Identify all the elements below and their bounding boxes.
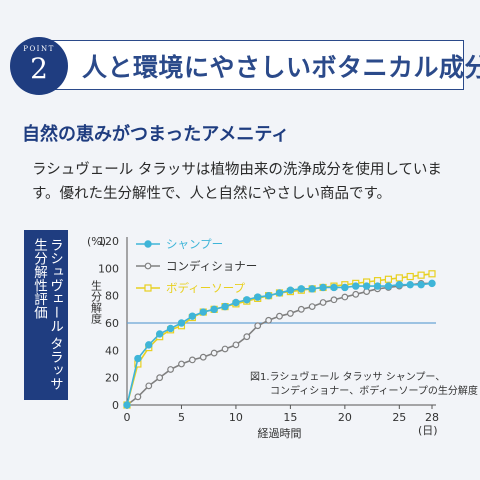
- caption-line2: コンディショナー、ボディーソープの生分解度: [270, 386, 478, 397]
- y-tick-label: 100: [98, 262, 119, 275]
- page-title: 人と環境にやさしいボタニカル成分: [82, 53, 480, 82]
- data-point-2: [286, 310, 294, 317]
- legend-marker-1: [144, 240, 152, 248]
- data-point-2: [254, 322, 262, 330]
- data-point-1: [188, 312, 197, 320]
- data-point-2: [276, 312, 283, 320]
- data-point-1: [428, 279, 436, 288]
- data-point-2: [265, 316, 273, 324]
- data-point-1: [319, 283, 327, 292]
- data-point-3: [384, 275, 393, 283]
- y-tick-label: 0: [112, 399, 119, 412]
- description-text: ラシュヴェール タラッサは植物由来の洗浄成分を使用しています。優れた生分解性で、…: [32, 162, 442, 202]
- data-point-1: [297, 285, 305, 293]
- data-point-1: [155, 330, 164, 338]
- figure-caption: 図1.ラシュヴェール タラッサ シャンプー、 コンディショナー、ボディーソープの…: [250, 371, 478, 399]
- data-point-1: [232, 298, 240, 307]
- data-point-2: [210, 349, 218, 357]
- legend-marker-2: [144, 262, 152, 270]
- data-point-2: [167, 366, 174, 373]
- data-point-1: [254, 293, 262, 301]
- data-point-2: [156, 374, 164, 382]
- x-tick-label: 20: [338, 411, 352, 424]
- legend-label-2: コンディショナー: [166, 259, 257, 273]
- data-point-3: [406, 272, 414, 281]
- point-label: POINT: [23, 45, 55, 53]
- legend-marker-3: [144, 284, 152, 292]
- legend-label-3: ボディーソープ: [166, 281, 246, 295]
- data-point-2: [297, 305, 305, 313]
- data-point-2: [188, 356, 196, 364]
- x-tick-label: 0: [124, 411, 131, 424]
- data-point-2: [221, 345, 229, 353]
- data-point-1: [406, 281, 414, 289]
- y-axis-label: 生分解度: [90, 279, 103, 325]
- legend-label-1: シャンプー: [166, 237, 223, 251]
- caption-line1: 図1.ラシュヴェール タラッサ シャンプー、: [250, 372, 446, 383]
- data-point-1: [221, 302, 229, 311]
- data-point-2: [145, 382, 153, 390]
- x-tick-label: 28: [425, 411, 439, 424]
- data-point-2: [352, 290, 360, 298]
- data-point-2: [308, 303, 316, 311]
- x-unit-label: (日): [418, 424, 438, 437]
- data-point-1: [341, 283, 349, 292]
- data-point-3: [428, 270, 436, 278]
- data-point-2: [178, 360, 185, 368]
- data-point-1: [123, 401, 131, 409]
- data-point-1: [177, 319, 186, 327]
- data-point-1: [384, 282, 393, 290]
- y-tick-label: 40: [105, 344, 119, 357]
- data-point-1: [134, 354, 142, 363]
- data-point-1: [395, 281, 404, 289]
- side-label-box: ラシュヴェール タラッサ 生分解性評価: [24, 230, 68, 400]
- data-point-1: [275, 289, 284, 297]
- data-point-1: [166, 324, 175, 333]
- y-tick-label: 120: [98, 235, 119, 248]
- data-point-1: [352, 282, 360, 290]
- data-point-1: [199, 308, 207, 316]
- data-point-1: [373, 282, 382, 290]
- data-point-1: [362, 282, 371, 290]
- data-point-1: [243, 296, 251, 304]
- point-badge: POINT 2: [10, 37, 68, 95]
- section-subtitle: 自然の恵みがつまったアメニティ: [22, 124, 290, 145]
- y-tick-label: 20: [105, 372, 119, 385]
- data-point-1: [264, 291, 273, 300]
- y-tick-label: 60: [105, 317, 119, 330]
- data-point-2: [134, 393, 142, 401]
- x-tick-label: 5: [178, 411, 185, 424]
- data-point-1: [145, 341, 153, 349]
- data-point-2: [232, 341, 240, 349]
- y-tick-label: 80: [105, 290, 119, 303]
- side-label-line1: ラシュヴェール タラッサ: [47, 238, 63, 391]
- data-point-2: [319, 299, 327, 306]
- data-point-2: [330, 296, 338, 304]
- data-point-1: [286, 286, 295, 294]
- x-tick-label: 15: [283, 411, 297, 424]
- data-point-2: [199, 353, 207, 361]
- header-banner: [40, 40, 464, 90]
- data-point-2: [341, 293, 349, 301]
- data-point-2: [243, 333, 251, 341]
- data-point-1: [308, 285, 316, 293]
- y-unit-label: (%): [87, 235, 106, 248]
- x-tick-label: 25: [392, 411, 406, 424]
- x-axis-label: 経過時間: [258, 427, 302, 440]
- data-point-3: [395, 274, 403, 282]
- point-number: 2: [30, 52, 48, 85]
- data-point-1: [330, 283, 338, 292]
- data-point-3: [417, 271, 425, 279]
- data-point-1: [210, 305, 218, 314]
- side-label-line2: 生分解性評価: [31, 238, 47, 319]
- data-point-1: [417, 281, 425, 289]
- x-tick-label: 10: [229, 411, 243, 424]
